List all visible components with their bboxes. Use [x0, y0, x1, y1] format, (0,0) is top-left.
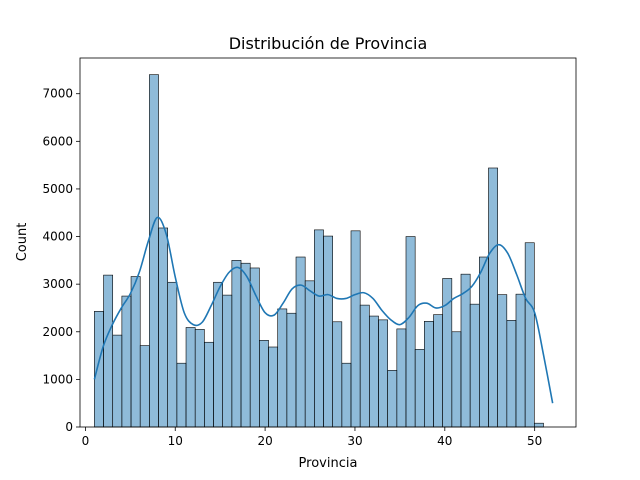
histogram-bar — [213, 281, 223, 428]
histogram-bar — [359, 304, 370, 428]
x-tick-label: 30 — [347, 434, 362, 448]
histogram-bar — [130, 276, 141, 428]
x-tick-label: 0 — [82, 434, 90, 448]
histogram-bar — [103, 274, 114, 428]
histogram-bar — [479, 256, 489, 428]
histogram-bar — [414, 349, 425, 428]
y-tick-label: 1000 — [42, 372, 73, 386]
y-tick-label: 6000 — [42, 134, 73, 148]
x-tick-label: 40 — [437, 434, 452, 448]
histogram-bar — [314, 229, 324, 428]
y-tick-label: 0 — [65, 420, 73, 434]
histogram-bar — [304, 280, 315, 428]
histogram-bar — [460, 273, 471, 428]
histogram-bar — [451, 331, 462, 428]
histogram-bar — [167, 281, 178, 428]
histogram-bar — [387, 370, 398, 428]
y-tick-label: 7000 — [42, 87, 73, 101]
histogram-bar — [268, 346, 278, 428]
histogram-bar — [112, 334, 123, 428]
x-tick-label: 20 — [257, 434, 272, 448]
histogram-bar — [158, 227, 168, 428]
histogram-bar — [341, 362, 352, 428]
histogram-bar — [369, 315, 379, 428]
histogram-bar — [240, 262, 251, 428]
x-axis-label: Provincia — [299, 456, 358, 471]
histogram-bar — [222, 294, 233, 428]
y-tick-label: 2000 — [42, 325, 73, 339]
histogram-bar — [405, 236, 416, 428]
histogram-bar — [534, 422, 544, 428]
histogram-bar — [94, 310, 104, 428]
histogram-bar — [433, 314, 443, 428]
histogram-bar — [204, 341, 214, 428]
histogram-bar — [332, 321, 343, 428]
histogram-bar — [497, 294, 508, 428]
histogram-bar — [176, 362, 187, 428]
histogram-bar — [259, 340, 269, 428]
chart-title: Distribución de Provincia — [229, 34, 428, 53]
y-axis-label: Count — [15, 223, 30, 262]
histogram-bar — [378, 319, 388, 428]
histogram-bar — [286, 312, 297, 428]
histogram-bar — [194, 329, 205, 428]
histogram-bar — [277, 308, 288, 428]
plot-frame — [79, 57, 577, 428]
histogram-bar — [121, 295, 132, 428]
histogram-bar — [295, 256, 306, 428]
y-tick-label: 5000 — [42, 182, 73, 196]
histogram-bar — [424, 320, 434, 428]
histogram-bar — [185, 327, 196, 428]
histogram-bar — [515, 293, 526, 428]
x-tick-label: 50 — [527, 434, 542, 448]
histogram-bar — [506, 320, 517, 428]
kde-curve-group — [93, 216, 554, 404]
histogram-bar — [323, 235, 333, 428]
histogram-bar — [469, 303, 480, 428]
histogram-bar — [350, 230, 361, 428]
histogram-bar — [231, 260, 242, 428]
kde-curve — [93, 216, 554, 404]
y-tick-label: 3000 — [42, 277, 73, 291]
histogram-bar — [139, 345, 150, 428]
y-axis-ticks: 0 1000 2000 3000 4000 5000 6000 7000 — [42, 87, 80, 434]
histogram-bar — [149, 74, 159, 428]
x-tick-label: 10 — [168, 434, 183, 448]
histogram-bar — [524, 242, 535, 428]
histogram-bar — [488, 167, 498, 428]
x-axis-ticks: 0 10 20 30 40 50 — [82, 427, 542, 448]
y-tick-label: 4000 — [42, 230, 73, 244]
histogram-bar — [396, 328, 407, 428]
